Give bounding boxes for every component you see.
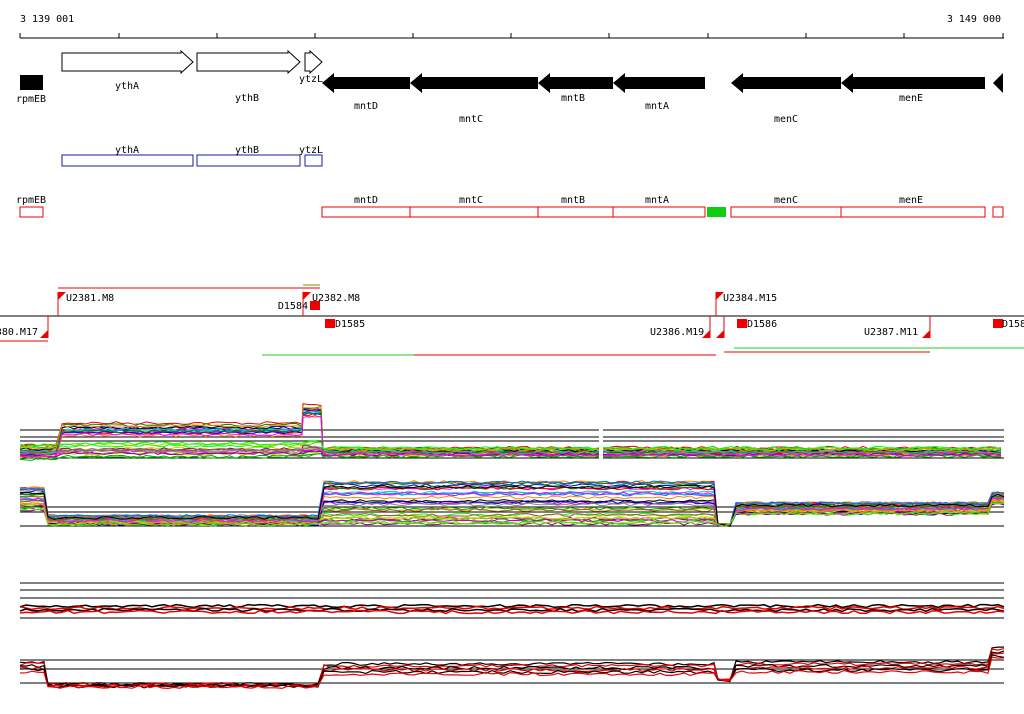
track3-label: mntC — [459, 195, 483, 206]
expression-trace — [19, 447, 1002, 455]
track3-label: menC — [774, 195, 798, 206]
reg-label: U2384.M15 — [723, 293, 777, 304]
gene-label: ythA — [115, 81, 139, 92]
ruler-end: 3 149 000 — [947, 14, 1001, 25]
expression-trace — [19, 411, 1002, 455]
promoter-flag — [716, 292, 724, 300]
promoter-flag — [922, 330, 930, 338]
expression-trace — [19, 484, 1005, 527]
track3-label: mntB — [561, 195, 585, 206]
reg-label: D158 — [1002, 319, 1024, 330]
expression-trace — [19, 440, 1002, 451]
track3-label: mntD — [354, 195, 378, 206]
promoter-flag — [702, 330, 710, 338]
gap-marker — [599, 425, 603, 465]
gene-label: mntC — [459, 114, 483, 125]
promoter-flag — [58, 292, 66, 300]
gene-label: rpmEB — [16, 94, 46, 105]
ruler-start: 3 139 001 — [20, 14, 74, 25]
expression-trace — [19, 452, 1002, 461]
terminator — [325, 319, 335, 328]
expression-trace — [19, 609, 1005, 615]
reg-label: D1584 — [278, 301, 308, 312]
reg-label: U2386.M19 — [650, 327, 704, 338]
expression-trace — [19, 654, 1005, 689]
reg-label: 380.M17 — [0, 327, 38, 338]
track3-box — [409, 206, 539, 218]
expression-trace — [19, 652, 1005, 688]
gene-label: mntB — [561, 93, 585, 104]
gene-arrow — [410, 73, 538, 93]
gene-label: ytzL — [299, 74, 323, 85]
track3-label: menE — [899, 195, 923, 206]
track3-box — [612, 206, 706, 218]
expression-trace — [19, 656, 1005, 690]
track2-label: ythA — [115, 145, 139, 156]
track3-box — [840, 206, 986, 218]
promoter-flag — [303, 292, 311, 300]
expression-trace — [19, 603, 1005, 609]
gene-arrow — [196, 49, 301, 75]
reg-label: D1586 — [747, 319, 777, 330]
expression-trace — [19, 414, 1002, 459]
gene-label: menE — [899, 93, 923, 104]
expression-trace — [19, 491, 1005, 527]
gene-arrow — [841, 73, 985, 93]
gene-arrow — [613, 73, 705, 93]
gene-arrow — [538, 73, 613, 93]
terminator — [993, 319, 1003, 328]
expression-trace — [20, 501, 1005, 527]
promoter-flag — [716, 330, 724, 338]
reg-label: U2381.M8 — [66, 293, 114, 304]
expression-trace — [19, 495, 1005, 527]
track3-box — [537, 206, 614, 218]
terminator — [737, 319, 747, 328]
track3-box — [707, 207, 726, 217]
track3-label: mntA — [645, 195, 669, 206]
track2-label: ythB — [235, 145, 259, 156]
gene-label: menC — [774, 114, 798, 125]
expression-trace — [19, 499, 1005, 528]
reg-label: U2382.M8 — [312, 293, 360, 304]
gene — [20, 75, 43, 90]
gene-label: mntA — [645, 101, 669, 112]
gene-arrow — [993, 73, 1003, 93]
track2-label: ytzL — [299, 145, 323, 156]
track2-box — [196, 154, 301, 167]
gene-arrow — [304, 49, 323, 75]
track2-box — [61, 154, 194, 167]
gene-arrow — [731, 73, 841, 93]
track3-box — [19, 206, 44, 218]
reg-label: D1585 — [335, 319, 365, 330]
expression-trace — [19, 405, 1002, 452]
track3-box — [321, 206, 411, 218]
track3-box — [992, 206, 1004, 218]
promoter-flag — [40, 330, 48, 338]
expression-trace — [19, 605, 1005, 611]
terminator — [310, 301, 320, 310]
expression-trace — [19, 646, 1004, 687]
track3-label: rpmEB — [16, 195, 46, 206]
reg-label: U2387.M11 — [864, 327, 918, 338]
expression-trace — [19, 409, 1002, 453]
gene-label: ythB — [235, 93, 259, 104]
gene-arrow — [61, 49, 194, 75]
track2-box — [304, 154, 323, 167]
expression-trace — [19, 480, 1005, 526]
gene-arrow — [322, 73, 410, 93]
gene-label: mntD — [354, 101, 378, 112]
track3-box — [730, 206, 842, 218]
